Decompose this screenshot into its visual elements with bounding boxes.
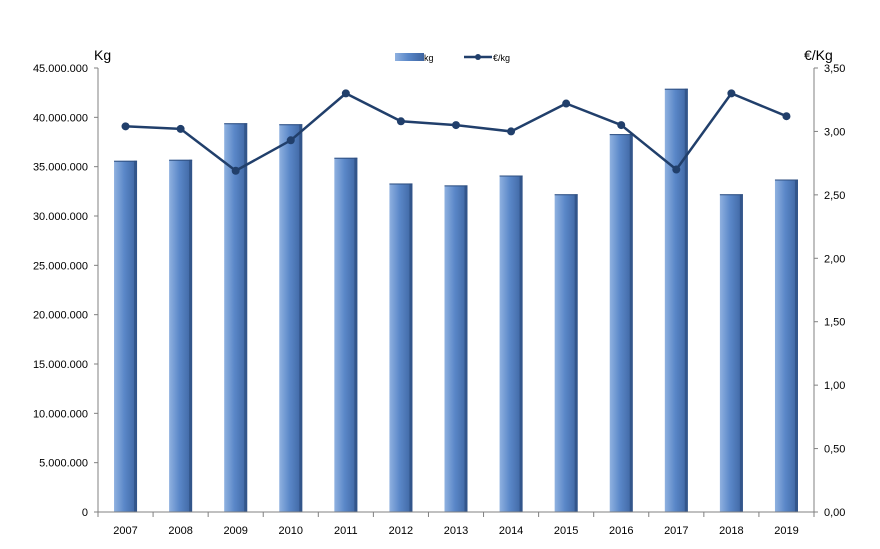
right-axis-label: €/Kg [804,47,833,63]
bar-shade-2009 [244,123,248,513]
x-tick-label-2015: 2015 [554,525,578,537]
left-tick-label: 25.000.000 [33,260,88,272]
right-tick-label: 0,00 [824,507,845,519]
bar-2014 [499,175,523,512]
bar-2009 [224,123,248,513]
line-point-2011 [341,89,350,98]
left-tick-label: 35.000.000 [33,162,88,174]
line-point-2013 [452,121,460,130]
x-tick-label-2014: 2014 [499,525,523,537]
bar-series-kg [114,88,798,513]
bar-shade-2011 [354,157,358,512]
legend: kg €/kg [395,53,510,63]
bar-shade-2007 [134,160,138,512]
right-tick-label: 0,50 [824,444,845,456]
legend-label-eur: €/kg [493,53,510,63]
left-tick-label: 10.000.000 [33,408,88,420]
x-tick-label-2018: 2018 [719,525,743,537]
x-tick-label-2009: 2009 [223,525,247,537]
bar-shade-2008 [189,159,193,512]
bar-shade-2010 [299,124,303,513]
line-point-2017 [672,165,681,174]
line-point-2009 [231,166,240,175]
left-tick-label: 5.000.000 [39,458,88,470]
right-tick-label: 1,00 [824,380,845,392]
left-tick-label: 40.000.000 [33,112,88,124]
legend-label-kg: kg [424,53,434,63]
left-tick-label: 0 [82,507,88,519]
bar-shade-2012 [409,183,413,512]
bar-2012 [389,183,413,512]
line-point-2014 [507,127,516,136]
right-axis: 0,00 0,50 1,00 1,50 2,00 2,50 3,00 3,50 [813,63,845,519]
bar-shade-2015 [574,194,578,512]
bar-shade-2014 [519,175,523,512]
line-point-2019 [782,112,791,121]
bar-2016 [609,134,633,512]
right-tick-label: 3,50 [824,63,845,75]
right-tick-label: 2,50 [824,190,845,202]
left-axis-label: Kg [94,47,111,63]
x-tick-label-2012: 2012 [389,525,413,537]
x-tick-label-2008: 2008 [168,525,192,537]
bar-2007 [114,160,138,512]
bar-2019 [774,179,798,512]
line-point-2007 [121,122,130,131]
legend-swatch-kg [395,53,424,61]
x-tick-label-2010: 2010 [279,525,303,537]
bar-shade-2016 [629,134,633,512]
bar-2011 [334,157,358,512]
line-point-2018 [727,89,736,98]
right-tick-label: 2,00 [824,253,845,265]
line-point-2008 [176,124,185,133]
bar-2013 [444,185,468,512]
x-tick-label-2017: 2017 [664,525,688,537]
bar-2008 [169,159,193,512]
bar-shade-2013 [464,185,468,512]
left-axis: 0 5.000.000 10.000.000 15.000.000 20.000.000… [33,63,99,519]
right-tick-label: 3,00 [824,126,845,138]
line-series-eur [121,89,791,175]
left-tick-label: 45.000.000 [33,63,88,75]
right-tick-label: 1,50 [824,317,845,329]
x-tick-label-2019: 2019 [774,525,798,537]
line-point-2016 [617,121,626,130]
bar-shade-2018 [739,194,743,512]
bar-2015 [554,194,578,512]
left-tick-label: 20.000.000 [33,310,88,322]
x-tick-label-2011: 2011 [334,525,358,537]
bar-2010 [279,124,303,513]
bar-2017 [664,88,688,512]
legend-marker-eur [475,54,481,60]
x-tick-label-2013: 2013 [444,525,468,537]
bar-shade-2019 [794,179,798,512]
line-point-2012 [396,117,405,126]
x-tick-label-2016: 2016 [609,525,633,537]
bar-shade-2017 [684,88,688,512]
x-axis: 2007 2008 2009 2010 2011 2012 2013 2014 2015 2016… [97,511,815,537]
line-point-2010 [286,136,295,145]
bar-2018 [719,194,743,512]
left-tick-label: 15.000.000 [33,359,88,371]
x-tick-label-2007: 2007 [113,525,137,537]
line-point-2015 [562,99,571,108]
left-tick-label: 30.000.000 [33,211,88,223]
